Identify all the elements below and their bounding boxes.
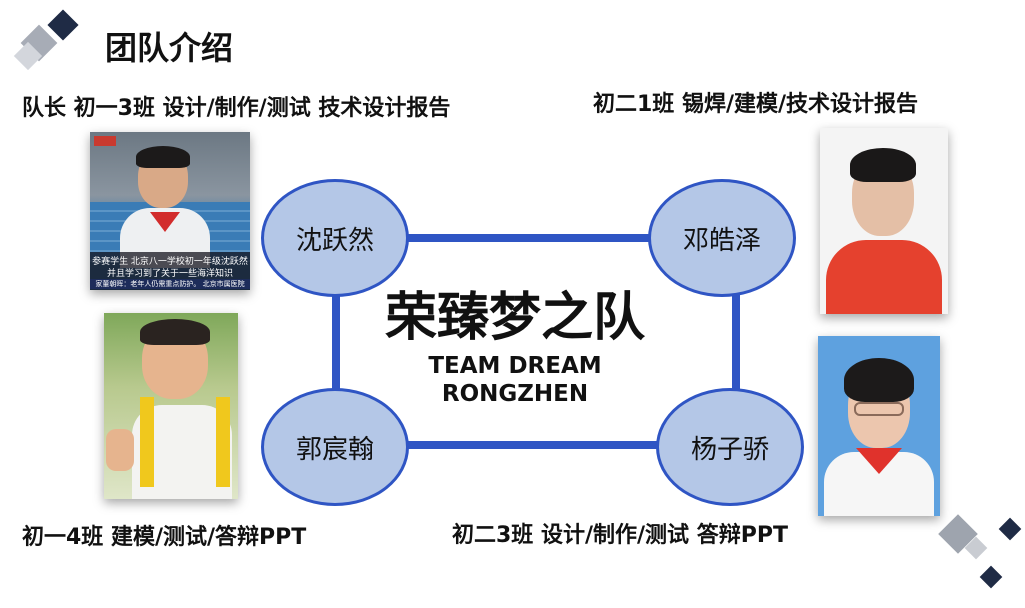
member-node: 郭宸翰	[261, 388, 409, 506]
team-name-en-line2: RONGZHEN	[441, 381, 589, 407]
member-node: 杨子骄	[656, 388, 804, 506]
hand	[106, 429, 134, 471]
member-photo	[818, 336, 940, 516]
red-hoodie	[826, 240, 942, 314]
yellow-strap	[140, 397, 154, 487]
glasses	[854, 402, 904, 416]
member-photo	[104, 313, 238, 499]
member-node: 沈跃然	[261, 179, 409, 297]
member-caption: 初一4班 建模/测试/答辩PPT	[22, 525, 307, 550]
member-caption: 初二3班 设计/制作/测试 答辩PPT	[452, 523, 788, 548]
member-photo: 参赛学生 北京八一学校初一年级沈跃然 并且学习到了关于一些海洋知识 家董朝晖：老…	[90, 132, 250, 290]
tv-logo	[94, 136, 116, 146]
tv-subtitle: 参赛学生 北京八一学校初一年级沈跃然	[92, 257, 248, 267]
member-node: 邓皓泽	[648, 179, 796, 297]
member-caption-captain: 队长 初一3班 设计/制作/测试 技术设计报告	[22, 96, 451, 121]
tv-subtitle: 并且学习到了关于一些海洋知识	[106, 269, 233, 279]
member-photo	[820, 128, 948, 314]
tv-ticker: 家董朝晖：老年人仍需重点防护。 北京市属医院	[90, 279, 250, 289]
member-caption: 初二1班 锡焊/建模/技术设计报告	[593, 92, 919, 117]
person-hair	[136, 146, 190, 168]
team-name: 荣臻梦之队	[384, 288, 645, 348]
yellow-strap	[216, 397, 230, 487]
team-name-en-line1: TEAM DREAM	[428, 353, 602, 379]
page-title: 团队介绍	[105, 29, 234, 67]
person-hair	[850, 148, 916, 182]
person-hair	[844, 358, 914, 402]
person-hair	[140, 319, 210, 345]
